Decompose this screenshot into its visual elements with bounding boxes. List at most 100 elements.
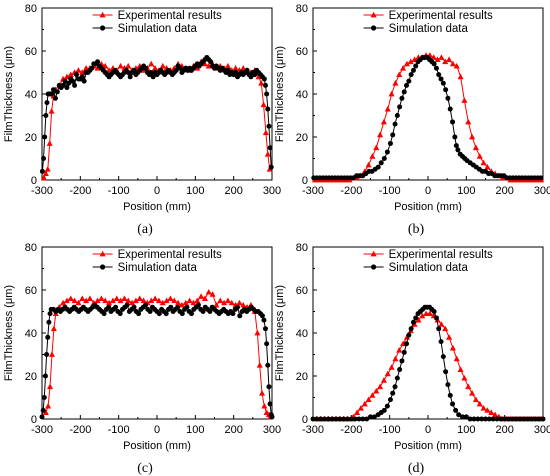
data-point xyxy=(509,416,515,422)
data-point xyxy=(106,299,113,306)
legend-entry: Simulation data xyxy=(363,262,468,274)
data-point xyxy=(476,153,483,159)
data-point xyxy=(260,101,267,108)
series-experimental xyxy=(42,288,274,420)
data-point xyxy=(396,71,403,78)
data-point xyxy=(42,409,49,415)
data-point xyxy=(322,416,327,422)
y-tick-label: 60 xyxy=(296,285,308,297)
data-point xyxy=(152,65,159,71)
x-tick-label: -100 xyxy=(379,424,401,436)
series-line xyxy=(41,304,273,418)
data-point xyxy=(127,74,133,80)
y-tick-label: 80 xyxy=(296,242,308,254)
data-point xyxy=(371,414,377,420)
data-point xyxy=(517,416,523,422)
data-point xyxy=(480,405,487,411)
data-point xyxy=(125,297,132,304)
data-point xyxy=(373,144,380,151)
data-point xyxy=(404,341,410,347)
legend-marker-circle xyxy=(100,264,106,270)
data-point xyxy=(79,295,86,301)
data-point xyxy=(431,309,437,314)
series-experimental xyxy=(313,310,545,422)
data-point xyxy=(67,71,74,78)
data-point xyxy=(404,82,410,88)
data-point xyxy=(46,319,52,325)
data-point xyxy=(213,301,220,308)
data-point xyxy=(265,106,271,112)
data-point xyxy=(121,295,128,301)
data-point xyxy=(66,80,72,86)
data-point xyxy=(64,85,70,91)
data-point xyxy=(310,416,316,422)
data-point xyxy=(406,78,412,84)
data-point xyxy=(381,407,387,413)
data-point xyxy=(101,311,107,317)
data-point xyxy=(357,405,364,411)
series-simulation xyxy=(311,54,544,181)
data-point xyxy=(438,76,444,82)
data-point xyxy=(124,302,130,308)
data-point xyxy=(60,299,67,306)
data-point xyxy=(449,344,456,351)
x-axis-label: Position (mm) xyxy=(123,201,191,213)
data-point xyxy=(445,95,451,101)
data-point xyxy=(74,72,79,78)
data-point xyxy=(109,297,116,304)
data-point xyxy=(438,54,445,60)
data-point xyxy=(381,156,387,161)
data-point xyxy=(476,400,483,407)
data-point xyxy=(453,143,459,149)
data-point xyxy=(498,416,504,422)
data-point xyxy=(129,299,136,306)
data-point xyxy=(175,304,181,310)
series-line xyxy=(313,306,543,420)
data-point xyxy=(106,304,112,310)
data-point xyxy=(408,72,414,78)
data-point xyxy=(475,416,481,422)
legend-label: Experimental results xyxy=(389,10,493,22)
y-axis-label: FilmThickness (μm) xyxy=(274,285,286,381)
x-tick-label: -300 xyxy=(302,185,324,197)
data-point xyxy=(380,377,387,383)
data-point xyxy=(44,352,50,357)
data-point xyxy=(47,311,53,317)
y-tick-label: 20 xyxy=(296,132,308,144)
data-point xyxy=(209,291,216,297)
data-point xyxy=(163,297,170,304)
data-point xyxy=(440,354,446,360)
data-point xyxy=(179,311,185,317)
data-point xyxy=(443,87,449,93)
series-simulation xyxy=(39,54,274,174)
series-experimental xyxy=(311,52,545,183)
data-point xyxy=(456,412,462,418)
data-point xyxy=(52,95,58,101)
data-point xyxy=(397,367,403,373)
data-point xyxy=(453,62,460,69)
data-point xyxy=(536,416,542,422)
y-tick-label: 20 xyxy=(25,371,37,383)
data-point xyxy=(410,319,416,325)
data-point xyxy=(83,297,90,304)
data-point xyxy=(168,304,174,310)
data-point xyxy=(232,65,239,71)
y-tick-label: 40 xyxy=(25,89,37,101)
data-point xyxy=(457,366,464,372)
data-point xyxy=(442,325,449,332)
data-point xyxy=(397,104,403,110)
data-point xyxy=(50,325,57,332)
data-point xyxy=(408,326,414,332)
y-tick-label: 60 xyxy=(296,46,308,58)
data-point xyxy=(438,321,445,327)
data-point xyxy=(173,67,179,73)
data-point xyxy=(201,60,208,67)
y-axis-label: FilmThickness (μm) xyxy=(274,46,286,142)
data-point xyxy=(136,311,142,317)
data-point xyxy=(426,310,433,317)
y-axis-label: FilmThickness (μm) xyxy=(3,46,15,142)
data-point xyxy=(175,299,182,306)
data-point xyxy=(186,297,193,304)
data-point xyxy=(171,297,178,304)
